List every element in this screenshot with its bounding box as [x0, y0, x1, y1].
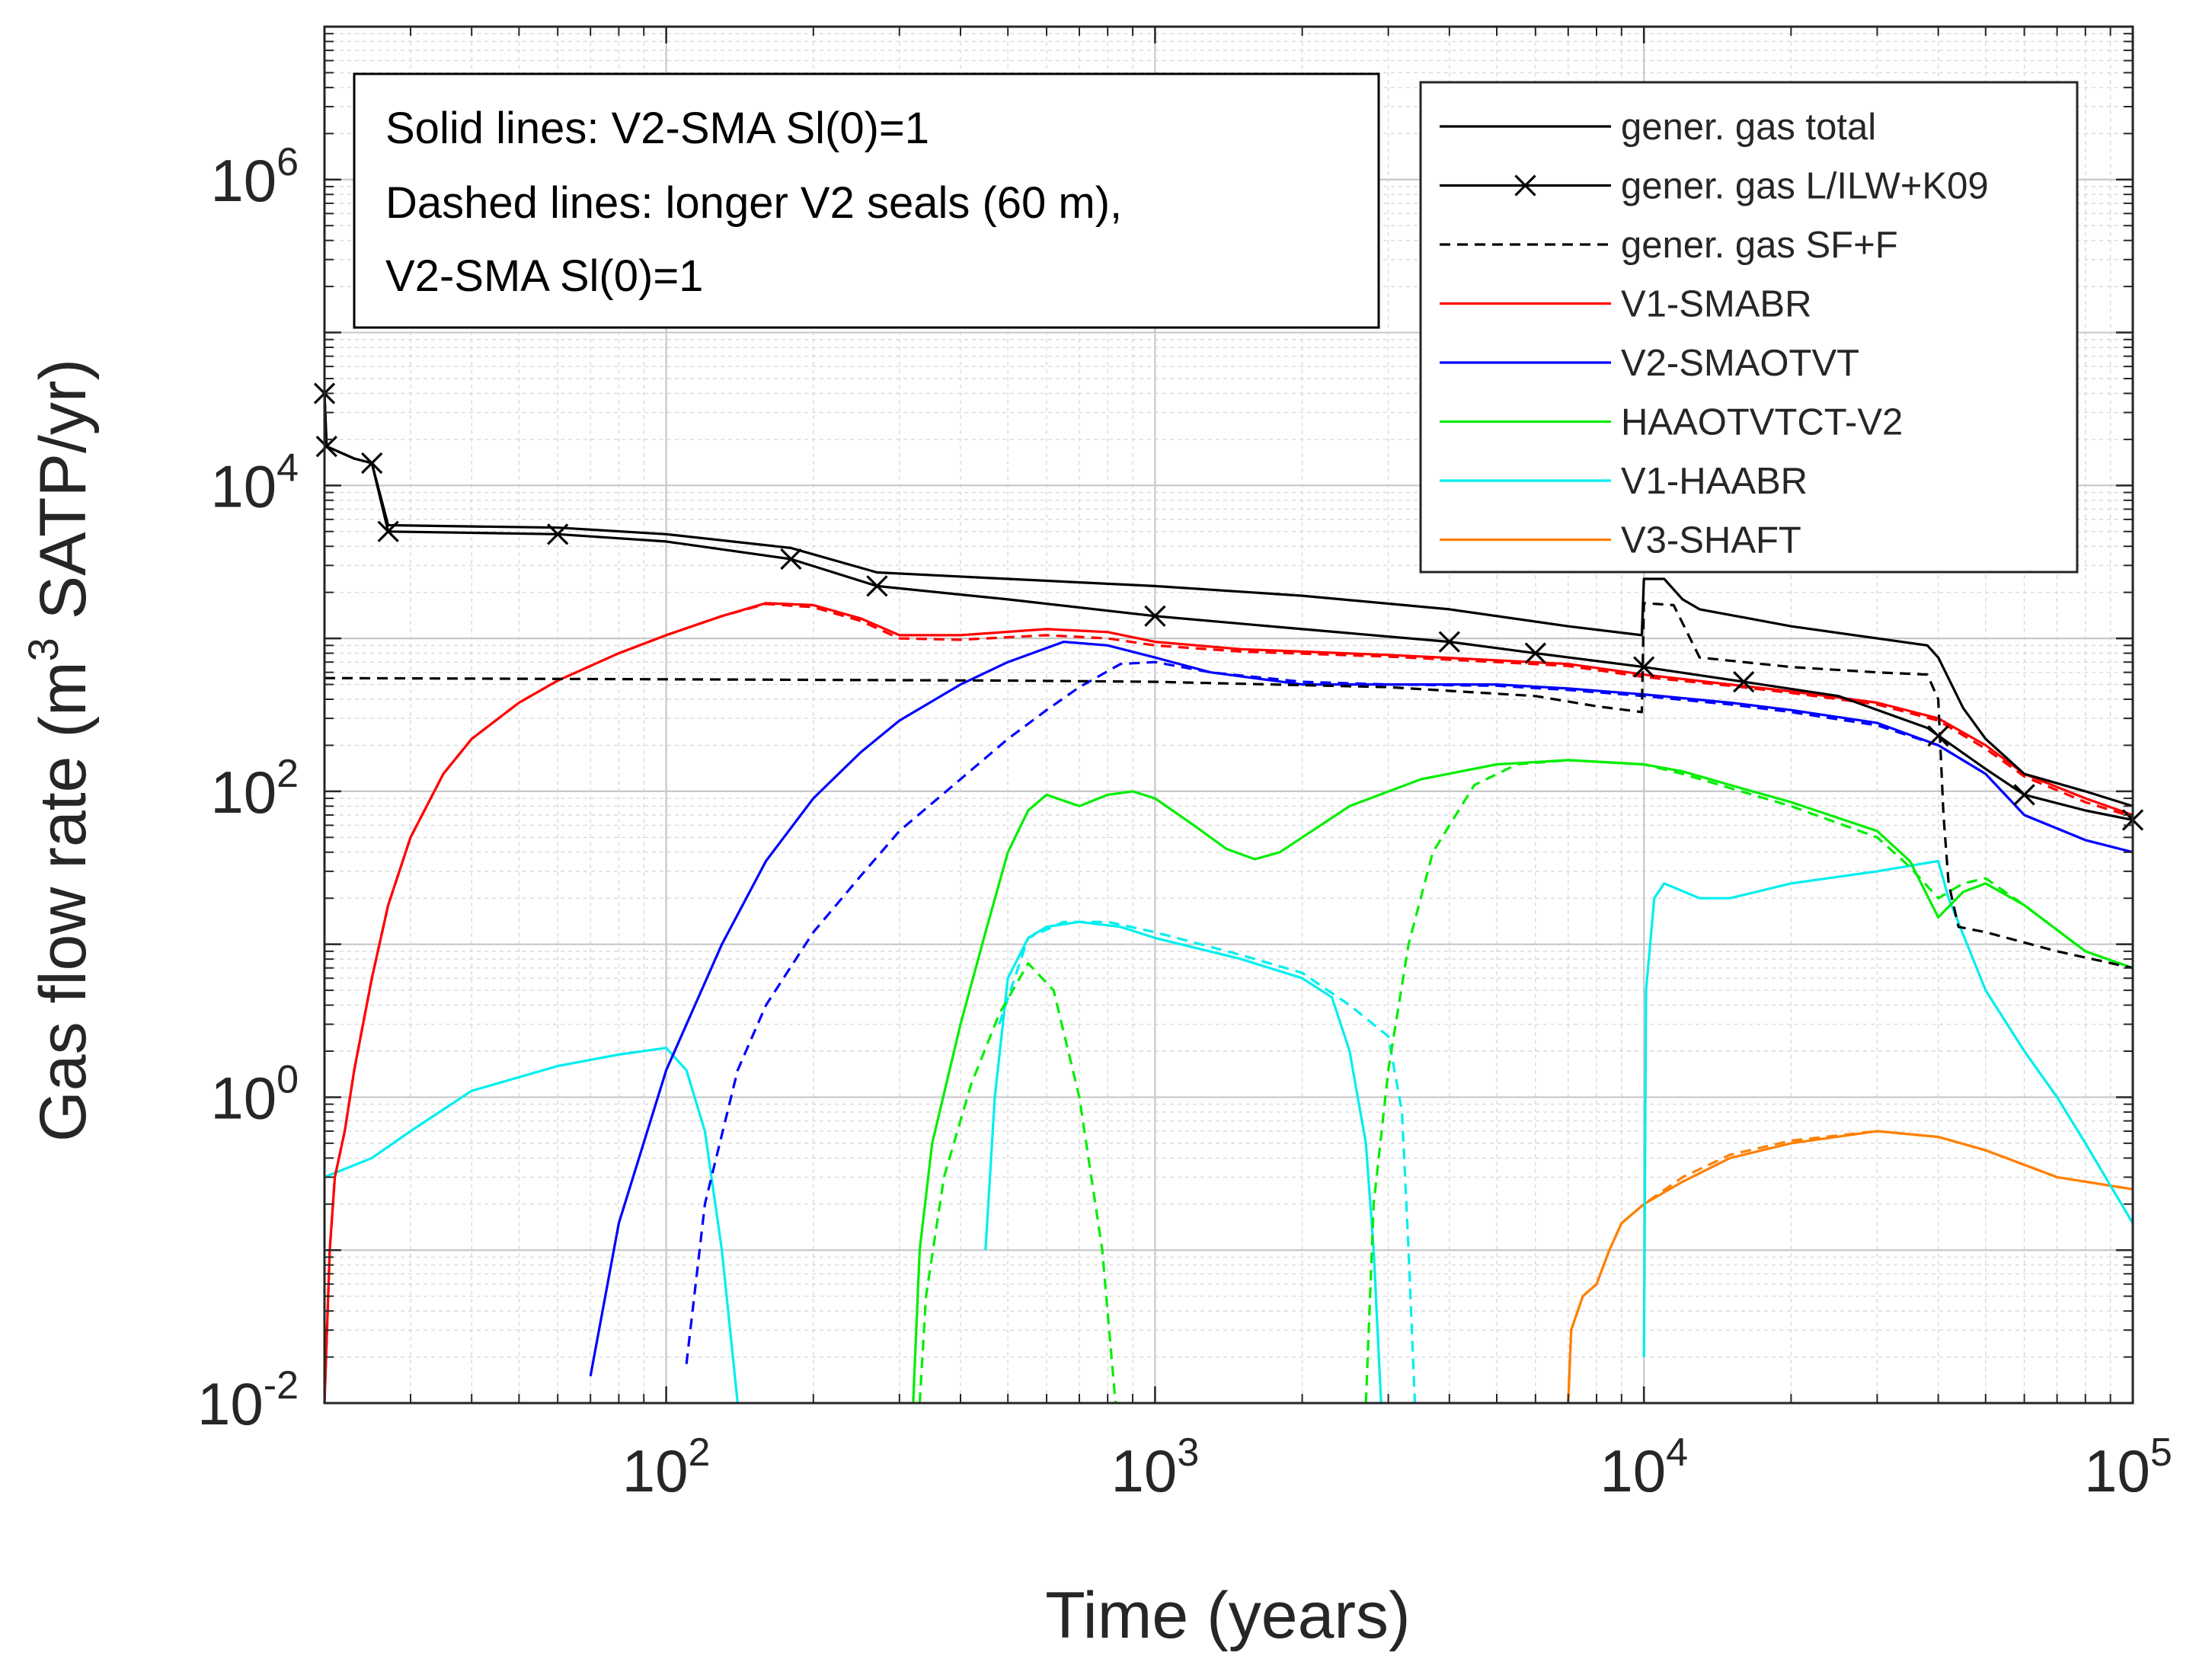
legend-label: gener. gas L/ILW+K09: [1621, 166, 1989, 207]
x-tick-exponent: 4: [1666, 1430, 1688, 1475]
marker-stroke: [1733, 670, 1755, 693]
series-line-haaotvtct-v2-dashed: [918, 962, 1117, 1404]
y-tick-base: 10: [210, 759, 276, 826]
y-axis-title-tail: SATP/yr): [27, 359, 100, 638]
legend-item: gener. gas L/ILW+K09: [1440, 166, 1989, 207]
y-tick-label: 102: [210, 752, 299, 826]
series-line-haaotvtct-v2: [912, 759, 2134, 1404]
x-tick-base: 10: [1600, 1437, 1666, 1504]
x-tick-label: 105: [2084, 1430, 2172, 1504]
y-tick-label: 100: [210, 1057, 299, 1131]
series-layer: [313, 382, 2144, 1404]
y-axis-title-main: Gas flow rate (m: [27, 661, 100, 1142]
annotation-line-3: V2-SMA Sl(0)=1: [385, 251, 703, 301]
series-line-gener-gas-total: [323, 393, 2134, 807]
x-tick-base: 10: [622, 1437, 689, 1504]
legend-label: V1-HAABR: [1621, 461, 1808, 502]
x-tick-labels: 102 103 104 105: [622, 1430, 2172, 1504]
legend-item: V1-SMABR: [1440, 284, 1812, 325]
legend-item: V2-SMAOTVT: [1440, 343, 1859, 384]
legend-label: V1-SMABR: [1621, 284, 1812, 325]
series-marker-x: [1733, 670, 1755, 693]
plot-frame: [323, 25, 2134, 1405]
y-tick-base: 10: [210, 147, 276, 214]
y-tick-base: 10: [210, 452, 276, 519]
legend-label: gener. gas SF+F: [1621, 225, 1898, 266]
legend-label: gener. gas total: [1621, 107, 1876, 148]
annotation-frame: [353, 72, 1380, 329]
legend-item: V3-SHAFT: [1440, 520, 1801, 561]
series-marker-x: [1633, 656, 1655, 678]
legend-label: V2-SMAOTVT: [1621, 343, 1859, 384]
y-axis-title: Gas flow rate (m3 SATP/yr): [19, 359, 100, 1142]
annotation-line-1: Solid lines: V2-SMA Sl(0)=1: [385, 104, 929, 153]
series-line-v3-shaft: [1567, 1130, 2134, 1404]
marker-stroke: [1524, 642, 1546, 664]
series-line-gener-gas-sf-f: [324, 602, 2134, 970]
x-tick-label: 104: [1600, 1430, 1688, 1504]
marker-stroke: [1438, 631, 1460, 653]
marker-stroke: [1633, 656, 1655, 678]
y-tick-label: 106: [210, 140, 299, 214]
y-tick-base: 10: [210, 1064, 276, 1131]
y-tick-label: 104: [210, 446, 299, 519]
x-tick-exponent: 3: [1177, 1430, 1199, 1475]
legend-item: HAAOTVTCT-V2: [1440, 402, 1903, 443]
legend-marker-x: [1514, 174, 1536, 197]
series-marker-x: [1524, 642, 1546, 664]
legend-item: V1-HAABR: [1440, 461, 1808, 502]
legend-item: gener. gas SF+F: [1440, 225, 1898, 266]
series-line-v1-smabr: [323, 602, 2134, 1404]
series-marker-x: [1927, 725, 1949, 747]
x-axis-title: Time (years): [1045, 1579, 1410, 1652]
x-tick-exponent: 5: [2150, 1430, 2172, 1475]
x-tick-base: 10: [1111, 1437, 1178, 1504]
axis-ticks: [324, 25, 2134, 1405]
y-tick-exponent: 2: [276, 752, 299, 796]
series-line-v1-haabr-mid: [984, 920, 1382, 1404]
legend-label: HAAOTVTCT-V2: [1621, 402, 1903, 443]
series-line-v2-smaotvt: [589, 640, 2134, 1376]
marker-stroke: [866, 575, 888, 597]
series-marker-x: [780, 548, 802, 571]
y-tick-exponent: 4: [276, 446, 299, 490]
legend-label: V3-SHAFT: [1621, 520, 1801, 561]
series-line-haaotvtct-v2-dashed-late: [1364, 759, 2134, 1404]
x-tick-exponent: 2: [689, 1430, 711, 1475]
annotation-line-2: Dashed lines: longer V2 seals (60 m),: [385, 178, 1122, 228]
series-marker-x: [2013, 784, 2035, 806]
annotation-box: Solid lines: V2-SMA Sl(0)=1 Dashed lines…: [353, 72, 1380, 329]
y-tick-label: 10-2: [197, 1363, 299, 1437]
y-tick-base: 10: [197, 1370, 264, 1437]
y-tick-exponent: 0: [276, 1057, 299, 1101]
x-tick-label: 102: [622, 1430, 711, 1504]
y-axis-title-sup: 3: [19, 638, 67, 661]
legend-item: gener. gas total: [1440, 107, 1876, 148]
marker-stroke: [1927, 725, 1949, 747]
legend: gener. gas total gener. gas L/ILW+K09 gene…: [1419, 81, 2079, 574]
marker-stroke: [780, 548, 802, 571]
marker-stroke: [1144, 605, 1166, 627]
series-line-v1-haabr-late: [1642, 859, 2134, 1357]
marker-stroke: [2013, 784, 2035, 806]
series-marker-x: [1144, 605, 1166, 627]
y-tick-exponent: 6: [276, 140, 299, 184]
legend-entries: gener. gas total gener. gas L/ILW+K09 gene…: [1440, 107, 1989, 561]
series-marker-x: [1438, 631, 1460, 653]
legend-frame: [1419, 81, 2079, 574]
series-marker-x: [866, 575, 888, 597]
series-line-v1-haabr: [324, 1047, 739, 1404]
x-tick-label: 103: [1111, 1430, 1200, 1504]
x-tick-base: 10: [2084, 1437, 2150, 1504]
y-tick-exponent: -2: [264, 1363, 299, 1408]
